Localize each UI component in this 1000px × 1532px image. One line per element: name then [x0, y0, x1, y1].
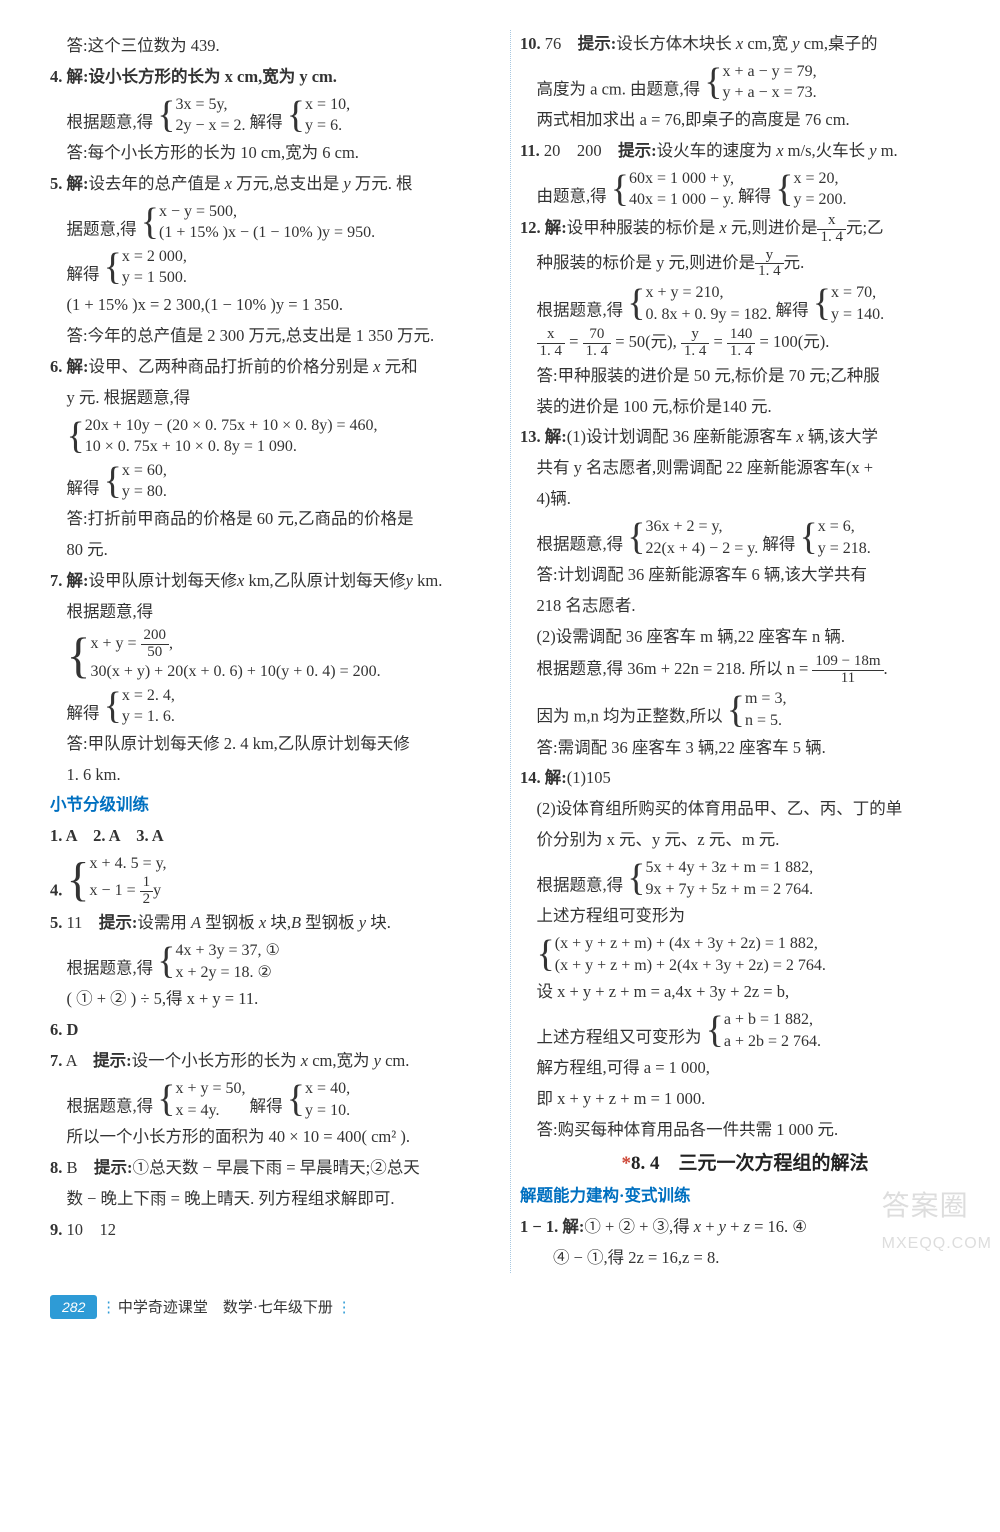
- r13-7: (2)设需调配 36 座客车 m 辆,22 座客车 n 辆.: [520, 623, 970, 652]
- qq9: 9. 10 12: [50, 1216, 500, 1245]
- qq7-2: 根据题意,得 {x + y = 50,x = 4y. 解得 {x = 40,y …: [50, 1078, 500, 1121]
- q7-ans1: 答:甲队原计划每天修 2. 4 km,乙队原计划每天修: [50, 730, 500, 759]
- r13-9: 因为 m,n 均为正整数,所以 {m = 3,n = 5.: [520, 688, 970, 731]
- r14-6: 设 x + y + z + m = a,4x + 3y + 2z = b,: [520, 978, 970, 1007]
- qq5-2: 根据题意,得 {4x + 3y = 37, ①x + 2y = 18. ②: [50, 940, 500, 983]
- q5-line1: 5. 解:设去年的总产值是 x 万元,总支出是 y 万元. 根: [50, 170, 500, 199]
- v1-2: ④ − ①,得 2z = 16,z = 8.: [520, 1244, 970, 1273]
- q6-line3: 解得 {x = 60,y = 80.: [50, 460, 500, 503]
- qq7-3: 所以一个小长方形的面积为 40 × 10 = 400( cm² ).: [50, 1123, 500, 1152]
- q6-sys: {20x + 10y − (20 × 0. 75x + 10 × 0. 8y) …: [50, 415, 500, 458]
- r12-6: 装的进价是 100 元,标价是140 元.: [520, 393, 970, 422]
- section-variant: 解题能力建构·变式训练: [520, 1182, 970, 1211]
- q6-line2: y 元. 根据题意,得: [50, 384, 500, 413]
- q7-line2: 根据题意,得: [50, 598, 500, 627]
- r11-2: 由题意,得 {60x = 1 000 + y,40x = 1 000 − y. …: [520, 168, 970, 211]
- section-graded: 小节分级训练: [50, 791, 500, 820]
- r14-3: 价分别为 x 元、y 元、z 元、m 元.: [520, 826, 970, 855]
- q5-line2: 据题意,得 {x − y = 500,(1 + 15% )x − (1 − 10…: [50, 201, 500, 244]
- q5-line4: (1 + 15% )x = 2 300,(1 − 10% )y = 1 350.: [50, 291, 500, 320]
- q7-line3: 解得 {x = 2. 4,y = 1. 6.: [50, 685, 500, 728]
- r13-4: 根据题意,得 {36x + 2 = y,22(x + 4) − 2 = y. 解…: [520, 516, 970, 559]
- r13-6: 218 名志愿者.: [520, 592, 970, 621]
- q4-ans: 答:每个小长方形的长为 10 cm,宽为 6 cm.: [50, 139, 500, 168]
- r14-8: 解方程组,可得 a = 1 000,: [520, 1054, 970, 1083]
- qq7-1: 7. A 提示:设一个小长方形的长为 x cm,宽为 y cm.: [50, 1047, 500, 1076]
- page-number: 282: [50, 1295, 97, 1320]
- dots-icon: ⋮: [337, 1300, 350, 1316]
- r14-7: 上述方程组又可变形为 {a + b = 1 882,a + 2b = 2 764…: [520, 1009, 970, 1052]
- footer-text: 中学奇迹课堂 数学·七年级下册: [118, 1300, 333, 1316]
- q4-line2: 根据题意,得 {3x = 5y,2y − x = 2. 解得 {x = 10,y…: [50, 94, 500, 137]
- q6-line1: 6. 解:设甲、乙两种商品打折前的价格分别是 x 元和: [50, 353, 500, 382]
- q6-ans2: 80 元.: [50, 536, 500, 565]
- qq8-1: 8. B 提示:①总天数 − 早晨下雨 = 早晨晴天;②总天: [50, 1154, 500, 1183]
- v1-1: 1 − 1. 解:① + ② + ③,得 x + y + z = 16. ④: [520, 1213, 970, 1242]
- r13-1: 13. 解:(1)设计划调配 36 座新能源客车 x 辆,该大学: [520, 423, 970, 452]
- q5-ans: 答:今年的总产值是 2 300 万元,总支出是 1 350 万元.: [50, 322, 500, 351]
- ans-3: 答:这个三位数为 439.: [50, 32, 500, 61]
- r13-2: 共有 y 名志愿者,则需调配 22 座新能源客车(x +: [520, 454, 970, 483]
- qq5-3: ( ① + ② ) ÷ 5,得 x + y = 11.: [50, 985, 500, 1014]
- r12-2: 种服装的标价是 y 元,则进价是y1. 4元.: [520, 248, 970, 281]
- r12-4: x1. 4 = 701. 4 = 50(元), y1. 4 = 1401. 4 …: [520, 327, 970, 360]
- qq8-2: 数 − 晚上下雨 = 晚上晴天. 列方程组求解即可.: [50, 1185, 500, 1214]
- dots-icon: ⋮: [101, 1300, 114, 1316]
- r10-1: 高度为 a cm. 由题意,得 {x + a − y = 79,y + a − …: [520, 61, 970, 104]
- r13-10: 答:需调配 36 座客车 3 辆,22 座客车 5 辆.: [520, 734, 970, 763]
- section-8-4: *8. 4 三元一次方程组的解法: [520, 1147, 970, 1180]
- r14-1: 14. 解:(1)105: [520, 764, 970, 793]
- r14-2: (2)设体育组所购买的体育用品甲、乙、丙、丁的单: [520, 795, 970, 824]
- r12-5: 答:甲种服装的进价是 50 元,标价是 70 元;乙种服: [520, 362, 970, 391]
- r14-10: 答:购买每种体育用品各一件共需 1 000 元.: [520, 1116, 970, 1145]
- r11-1: 11. 20 200 提示:设火车的速度为 x m/s,火车长 y m.: [520, 137, 970, 166]
- r10-2: 两式相加求出 a = 76,即桌子的高度是 76 cm.: [520, 106, 970, 135]
- r13-8: 根据题意,得 36m + 22n = 218. 所以 n = 109 − 18m…: [520, 654, 970, 687]
- qq5-1: 5. 11 提示:设需用 A 型钢板 x 块,B 型钢板 y 块.: [50, 909, 500, 938]
- r12-3: 根据题意,得 {x + y = 210,0. 8x + 0. 9y = 182.…: [520, 282, 970, 325]
- r14-5: 上述方程组可变形为: [520, 902, 970, 931]
- qq4: 4. { x + 4. 5 = y, x − 1 = 12y: [50, 853, 500, 907]
- page-footer: 282 ⋮ 中学奇迹课堂 数学·七年级下册 ⋮: [0, 1293, 1000, 1329]
- r12-1: 12. 解:设甲种服装的标价是 x 元,则进价是x1. 4元;乙: [520, 213, 970, 246]
- r14-sys2: {(x + y + z + m) + (4x + 3y + 2z) = 1 88…: [520, 933, 970, 976]
- r13-5: 答:计划调配 36 座新能源客车 6 辆,该大学共有: [520, 561, 970, 590]
- r14-4: 根据题意,得 {5x + 4y + 3z + m = 1 882,9x + 7y…: [520, 857, 970, 900]
- q4-line1: 4. 解:设小长方形的长为 x cm,宽为 y cm.: [50, 63, 500, 92]
- q6-ans1: 答:打折前甲商品的价格是 60 元,乙商品的价格是: [50, 505, 500, 534]
- r13-3: 4)辆.: [520, 485, 970, 514]
- qq1-3: 1. A 2. A 3. A: [50, 822, 500, 851]
- q7-line1: 7. 解:设甲队原计划每天修x km,乙队原计划每天修y km.: [50, 567, 500, 596]
- qq10: 10. 76 提示:设长方体木块长 x cm,宽 y cm,桌子的: [520, 30, 970, 59]
- q5-line3: 解得 {x = 2 000,y = 1 500.: [50, 246, 500, 289]
- q7-sys: { x + y = 20050, 30(x + y) + 20(x + 0. 6…: [50, 628, 500, 682]
- q7-ans2: 1. 6 km.: [50, 761, 500, 790]
- page-content: 答:这个三位数为 439. 4. 解:设小长方形的长为 x cm,宽为 y cm…: [0, 0, 1000, 1283]
- qq6: 6. D: [50, 1016, 500, 1045]
- r14-9: 即 x + y + z + m = 1 000.: [520, 1085, 970, 1114]
